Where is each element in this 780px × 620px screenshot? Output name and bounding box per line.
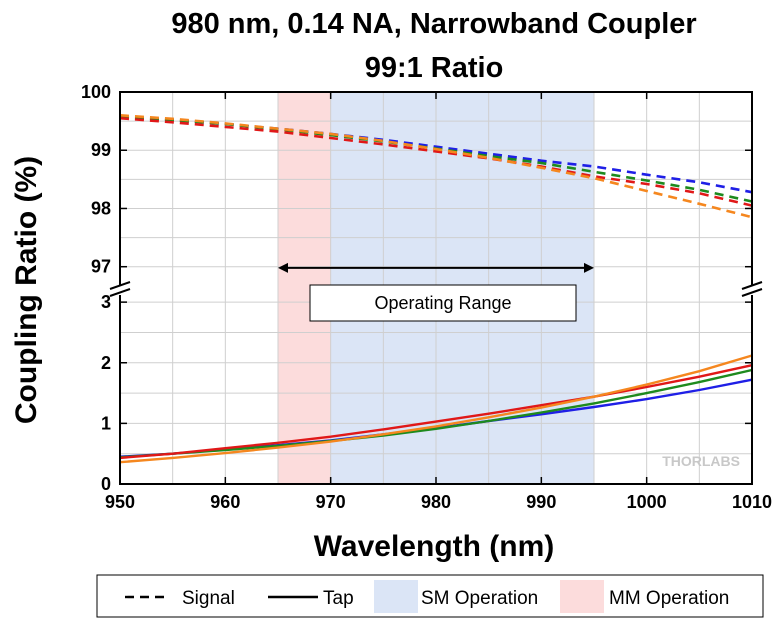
x-axis-label: Wavelength (nm) (314, 530, 555, 563)
x-tick-label: 960 (210, 492, 240, 512)
x-tick-label: 1010 (732, 492, 772, 512)
thorlabs-watermark: THORLABS (662, 453, 740, 469)
operating-range-annotation: Operating Range (278, 262, 594, 322)
x-tick-label: 1000 (627, 492, 667, 512)
legend-swatch-sm-operation (374, 580, 418, 613)
y-upper-tick-label: 100 (81, 82, 111, 102)
x-tick-label: 970 (316, 492, 346, 512)
legend-box (96, 574, 764, 618)
signal-series-line-4 (119, 114, 753, 219)
y-lower-tick-label: 3 (101, 292, 111, 312)
tap-series-line-4 (119, 354, 753, 464)
data-lines (119, 114, 753, 464)
axis-break-slash (741, 281, 763, 290)
legend-label-signal: Signal (182, 588, 235, 609)
legend-label-mm-operation: MM Operation (609, 588, 729, 609)
operating-range-arrowhead-left (278, 262, 288, 273)
operating-range-arrowhead-right (584, 262, 594, 273)
legend-label-sm-operation: SM Operation (421, 588, 538, 609)
y-upper-tick-label: 99 (91, 140, 111, 160)
legend: Signal Tap SM Operation MM Operation (96, 574, 764, 618)
legend-swatch-mm-operation (560, 580, 604, 613)
axis-break-gap (111, 285, 129, 295)
y-lower-tick-label: 2 (101, 353, 111, 373)
y-upper-tick-label: 98 (91, 198, 111, 218)
operating-range-box (309, 284, 577, 322)
x-tick-label: 980 (421, 492, 451, 512)
tap-series-line-3 (119, 364, 753, 460)
x-tick-label: 990 (526, 492, 556, 512)
chart-title-line1: 980 nm, 0.14 NA, Narrowband Coupler (171, 8, 696, 40)
y-lower-tick-label: 0 (101, 474, 111, 494)
y-axis-label: Coupling Ratio (%) (10, 156, 43, 424)
axis-break-gap (743, 285, 761, 295)
axis-break-slash (109, 288, 131, 297)
axis-break-marks (109, 281, 763, 297)
chart-title-line2: 99:1 Ratio (365, 52, 504, 84)
y-lower-tick-label: 1 (101, 413, 111, 433)
axis-break-slash (741, 288, 763, 297)
axis-break-slash (109, 281, 131, 290)
tap-series-line-2 (119, 368, 753, 459)
x-tick-label: 950 (105, 492, 135, 512)
operating-range-label: Operating Range (374, 293, 511, 313)
signal-series-line-3 (119, 116, 753, 207)
y-upper-tick-label: 97 (91, 257, 111, 277)
legend-label-tap: Tap (323, 588, 354, 609)
